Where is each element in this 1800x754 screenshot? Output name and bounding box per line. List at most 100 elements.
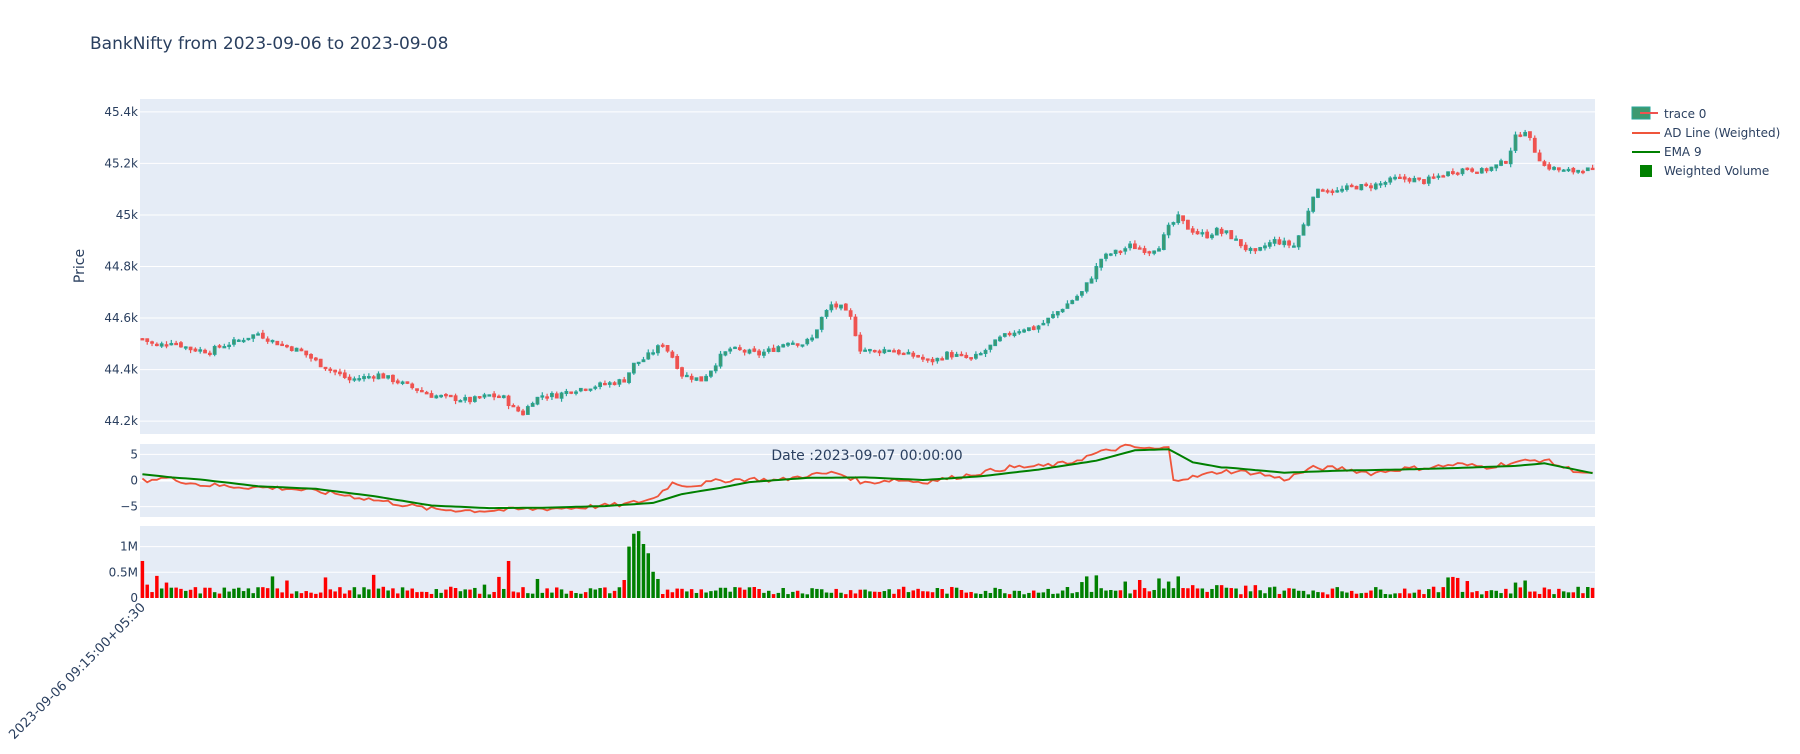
candle-body xyxy=(492,393,497,398)
candle-body xyxy=(159,343,164,347)
candle-body xyxy=(188,346,193,351)
candle-body xyxy=(718,353,723,367)
candle-body xyxy=(1316,188,1320,198)
candle-body xyxy=(497,395,501,399)
candle-body xyxy=(1494,164,1499,169)
volume-bar xyxy=(1369,590,1373,598)
price-tick-label: 44.2k xyxy=(104,414,138,428)
volume-bar xyxy=(1340,591,1344,598)
candle-body xyxy=(853,316,858,337)
price-tick-label: 45.2k xyxy=(104,156,138,170)
price-tick-label: 44.4k xyxy=(104,363,138,377)
volume-bar xyxy=(689,589,694,598)
candle-body xyxy=(1552,166,1556,170)
candle-body xyxy=(1036,325,1041,330)
candle-body xyxy=(1263,245,1267,249)
volume-bar xyxy=(1412,592,1417,598)
candle-body xyxy=(145,338,150,342)
volume-bar xyxy=(791,591,795,598)
volume-bar xyxy=(656,578,660,598)
candle-body xyxy=(260,332,265,339)
volume-bar xyxy=(834,588,838,598)
volume-bar xyxy=(217,593,222,598)
volume-bar xyxy=(742,589,747,598)
candle-body xyxy=(1417,177,1422,180)
volume-bar xyxy=(1325,594,1330,598)
volume-bar xyxy=(1094,575,1099,598)
candle-body xyxy=(1397,176,1402,180)
candle-body xyxy=(1301,224,1306,236)
volume-bar xyxy=(511,591,516,598)
volume-bar xyxy=(1417,589,1421,598)
volume-bar xyxy=(964,592,969,598)
volume-bar xyxy=(1393,593,1397,598)
candle-body xyxy=(1282,240,1287,246)
ad-tick-label: 5 xyxy=(130,447,138,461)
volume-series xyxy=(140,531,1595,598)
candle-body xyxy=(1532,137,1537,153)
candle-body xyxy=(1084,282,1089,292)
volume-bar xyxy=(1398,593,1402,598)
volume-bar xyxy=(555,587,559,598)
candle-body xyxy=(651,352,656,355)
candle-body xyxy=(1450,171,1455,175)
candle-body xyxy=(1446,171,1450,177)
candlestick-series xyxy=(140,129,1595,416)
volume-bar xyxy=(1224,587,1229,598)
candle-body xyxy=(665,345,670,352)
volume-bar xyxy=(299,593,304,598)
candle-body xyxy=(1007,332,1012,336)
volume-bar xyxy=(781,587,785,598)
candle-body xyxy=(1055,311,1060,316)
volume-bar xyxy=(930,592,935,598)
candle-body xyxy=(1518,134,1523,137)
candle-body xyxy=(506,395,511,407)
candle-body xyxy=(304,350,309,356)
candle-body xyxy=(892,350,896,353)
candle-body xyxy=(641,359,646,363)
volume-bar xyxy=(824,592,829,598)
candle-body xyxy=(737,347,742,351)
legend-label: AD Line (Weighted) xyxy=(1664,126,1780,140)
candle-body xyxy=(1166,224,1171,236)
price-tick-label: 44.6k xyxy=(104,311,138,325)
volume-bar xyxy=(1171,588,1176,598)
volume-bar xyxy=(1036,592,1041,598)
candle-body xyxy=(1128,243,1132,249)
candle-body xyxy=(998,336,1002,342)
volume-bar xyxy=(959,589,964,598)
date-annotation: Date :2023-09-07 00:00:00 xyxy=(771,448,962,464)
candle-body xyxy=(280,343,285,347)
volume-bar xyxy=(1306,594,1311,598)
candle-body xyxy=(1253,248,1258,252)
volume-bar xyxy=(569,590,573,598)
candle-body xyxy=(386,375,391,379)
candle-body xyxy=(1335,190,1340,193)
candle-body xyxy=(1528,131,1532,138)
candle-body xyxy=(1499,160,1503,166)
volume-bar xyxy=(1499,593,1503,598)
candle-body xyxy=(511,404,516,408)
volume-bar xyxy=(1383,594,1388,598)
volume-bar xyxy=(1229,588,1233,598)
candle-body xyxy=(906,351,911,355)
volume-bar xyxy=(1195,588,1200,598)
candle-body xyxy=(232,339,236,345)
candle-body xyxy=(699,376,704,382)
candle-body xyxy=(1581,170,1585,174)
volume-bar xyxy=(208,587,212,598)
volume-bar xyxy=(251,593,255,598)
volume-bar xyxy=(1378,589,1383,598)
candle-body xyxy=(193,348,198,352)
volume-bar xyxy=(261,587,265,598)
candle-body xyxy=(550,392,554,398)
candle-body xyxy=(795,343,800,346)
volume-bar xyxy=(155,575,159,598)
candle-body xyxy=(424,391,429,395)
candle-body xyxy=(1306,210,1311,226)
candle-body xyxy=(569,391,574,394)
candle-body xyxy=(366,376,371,379)
candle-body xyxy=(940,358,945,361)
volume-bar xyxy=(651,571,655,598)
volume-bar xyxy=(993,587,997,598)
